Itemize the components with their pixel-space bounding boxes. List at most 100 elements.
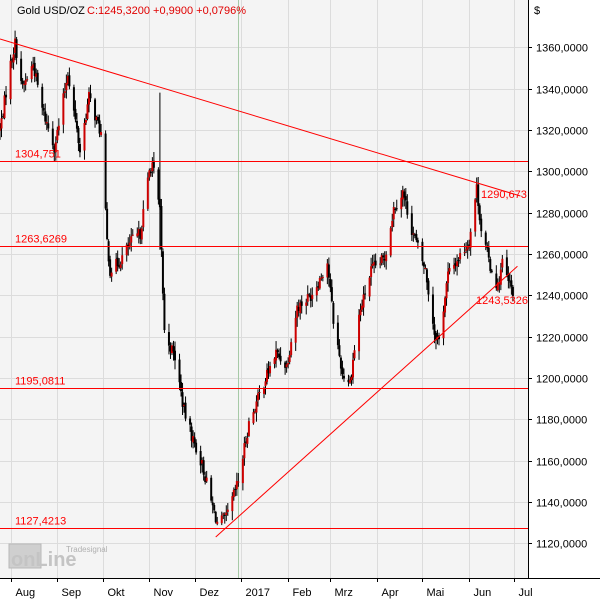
candle — [361, 299, 364, 312]
candle-body — [468, 244, 471, 247]
candle-body — [181, 392, 184, 407]
candle-body — [220, 515, 223, 524]
candle-body — [211, 502, 214, 506]
candle-body — [422, 262, 425, 267]
candle-body — [445, 283, 448, 299]
candle — [89, 84, 92, 102]
candle-body — [433, 324, 436, 335]
candle — [453, 257, 456, 275]
candle — [47, 115, 50, 132]
candle-body — [63, 91, 66, 94]
candle — [204, 471, 207, 485]
candle — [329, 273, 332, 293]
candle-body — [157, 169, 160, 200]
candle-body — [379, 263, 382, 265]
candle — [321, 274, 324, 282]
candle-body — [201, 460, 204, 464]
candle-body — [109, 259, 112, 276]
candle-body — [501, 258, 504, 268]
candle — [510, 274, 513, 295]
candle-body — [391, 220, 394, 228]
candle-body — [394, 208, 397, 211]
candle-body — [330, 287, 333, 302]
candle — [14, 30, 17, 61]
candle — [442, 305, 445, 346]
candle — [415, 229, 418, 243]
candle — [401, 185, 404, 207]
x-tick-label: Feb — [293, 587, 312, 599]
candle-body — [338, 345, 341, 356]
candle — [379, 257, 382, 269]
candle — [342, 368, 345, 382]
candle-body — [463, 252, 466, 254]
candle — [385, 251, 388, 270]
candle — [109, 255, 112, 279]
candle — [299, 299, 302, 320]
candle-body — [364, 293, 367, 295]
candle-body — [311, 294, 314, 300]
candle-body — [95, 116, 98, 121]
candle-body — [434, 332, 437, 341]
candle — [243, 436, 246, 466]
candle — [235, 472, 238, 496]
candle-body — [287, 362, 290, 365]
candle-body — [421, 241, 424, 262]
candle — [400, 190, 403, 218]
candle-body — [74, 108, 77, 120]
candle-body — [213, 505, 216, 511]
candle — [232, 487, 235, 501]
y-tick-label: 1340,0000 — [536, 85, 588, 97]
candle-body — [339, 357, 342, 369]
tradesignal-logo: onLine Tradesignal — [8, 543, 108, 571]
candle — [264, 377, 267, 395]
candle — [199, 445, 202, 474]
candle-body — [382, 255, 385, 258]
candle — [104, 130, 107, 211]
y-tick-label: 1180,0000 — [536, 415, 587, 427]
candle — [137, 220, 140, 244]
candle — [371, 254, 374, 269]
candle — [309, 288, 312, 308]
candle-body — [329, 278, 332, 288]
candle-body — [125, 244, 128, 256]
candle-body — [296, 305, 299, 319]
candle — [151, 157, 154, 177]
candle — [57, 118, 60, 136]
candle — [88, 87, 91, 113]
candle-body — [246, 437, 249, 444]
candle-body — [12, 54, 15, 63]
candle — [284, 360, 287, 375]
candle — [148, 168, 151, 181]
x-tick-label: Mai — [427, 587, 445, 599]
candle-body — [447, 271, 450, 284]
candle-body — [247, 421, 250, 436]
candle — [5, 86, 8, 106]
y-tick-label: 1320,0000 — [536, 126, 588, 138]
resistance-trendline — [0, 38, 521, 197]
candle — [353, 345, 356, 361]
candle — [95, 115, 98, 125]
currency-symbol: $ — [534, 5, 540, 17]
candle-body — [137, 228, 140, 236]
time-axis-background — [0, 578, 600, 600]
price-axis: 1120,0000 1140,0000 1160,0000 1180,0000 1200… — [528, 43, 588, 551]
candle-body — [256, 393, 259, 401]
candle — [26, 76, 29, 82]
candle — [507, 266, 510, 289]
support-trendline — [215, 265, 518, 538]
candle — [308, 292, 311, 298]
candle-body — [130, 236, 133, 243]
candle-body — [358, 314, 361, 352]
candle — [433, 316, 436, 344]
candle — [63, 82, 66, 98]
candle — [136, 227, 139, 238]
candle — [332, 301, 335, 329]
horizontal-level-label: 1127,4213 — [15, 516, 66, 528]
candle — [41, 83, 44, 116]
candle — [142, 200, 145, 232]
horizontal-level-label: 1263,6269 — [15, 234, 67, 246]
candle-body — [401, 190, 404, 200]
candle-body — [359, 309, 362, 316]
candle — [389, 226, 392, 258]
